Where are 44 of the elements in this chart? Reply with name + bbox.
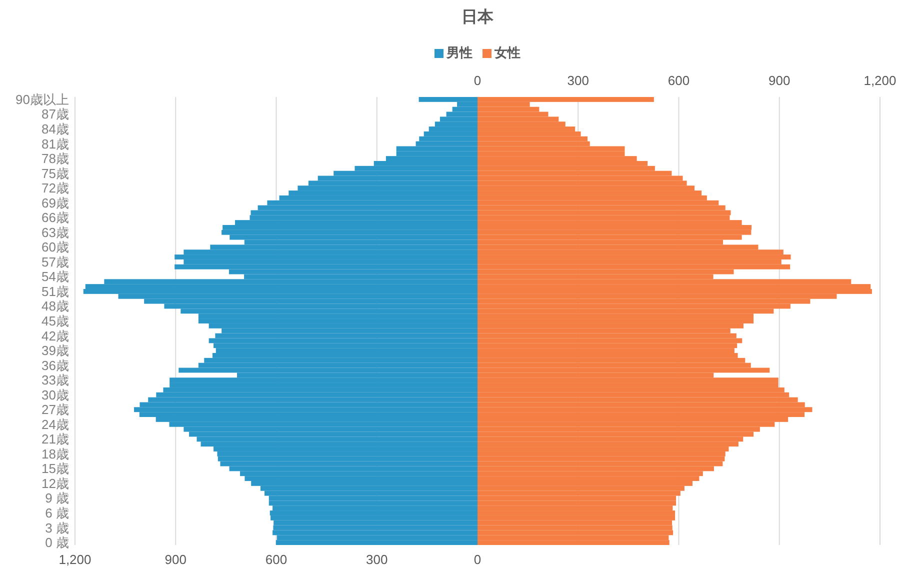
y-tick-label: 51歳 xyxy=(42,284,69,299)
y-tick-label: 0 歳 xyxy=(45,535,69,550)
y-tick-label: 54歳 xyxy=(42,269,69,284)
x2-tick-label: 900 xyxy=(768,73,790,88)
y-tick-label: 78歳 xyxy=(42,151,69,166)
y-tick-label: 3 歳 xyxy=(45,520,69,536)
y-tick-label: 15歳 xyxy=(42,461,69,476)
y-tick-label: 9 歳 xyxy=(45,490,69,506)
legend-label: 男性 xyxy=(446,45,472,60)
y-tick-label: 45歳 xyxy=(42,314,69,328)
y-tick-label: 18歳 xyxy=(42,446,69,462)
y-tick-label: 6 歳 xyxy=(45,506,69,520)
y-tick-label: 57歳 xyxy=(42,254,69,270)
y-tick-label: 72歳 xyxy=(42,180,69,196)
x2-tick-label: 0 xyxy=(474,73,482,88)
y-tick-label: 27歳 xyxy=(42,402,69,418)
y-tick-label: 69歳 xyxy=(42,195,69,210)
y-tick-label: 84歳 xyxy=(42,122,69,136)
x-tick-label: 300 xyxy=(366,552,388,567)
chart-title: 日本 xyxy=(462,8,494,26)
y-tick-label: 24歳 xyxy=(42,416,69,432)
y-tick-label: 60歳 xyxy=(42,240,69,255)
y-tick-label: 90歳以上 xyxy=(16,92,69,107)
x2-tick-label: 300 xyxy=(567,73,589,88)
y-tick-label: 42歳 xyxy=(42,328,69,344)
y-tick-label: 63歳 xyxy=(42,224,69,240)
y-tick-label: 33歳 xyxy=(42,372,69,388)
y-tick-label: 87歳 xyxy=(42,106,69,122)
x-tick-label: 900 xyxy=(164,552,186,567)
legend-label: 女性 xyxy=(494,45,520,60)
x-tick-label: 1,200 xyxy=(58,552,92,567)
x2-tick-label: 1,200 xyxy=(864,73,896,88)
y-tick-label: 48歳 xyxy=(42,298,69,314)
x-tick-label: 0 xyxy=(474,552,482,567)
y-tick-label: 21歳 xyxy=(42,432,69,447)
y-tick-label: 39歳 xyxy=(42,343,69,358)
y-tick-label: 66歳 xyxy=(42,210,69,226)
x2-tick-label: 600 xyxy=(668,73,690,88)
y-tick-label: 30歳 xyxy=(42,387,69,402)
y-tick-label: 12歳 xyxy=(42,476,69,491)
y-tick-label: 81歳 xyxy=(42,136,69,152)
y-tick-label: 36歳 xyxy=(42,358,69,373)
y-tick-label: 75歳 xyxy=(42,166,69,181)
x-tick-label: 600 xyxy=(265,552,288,567)
